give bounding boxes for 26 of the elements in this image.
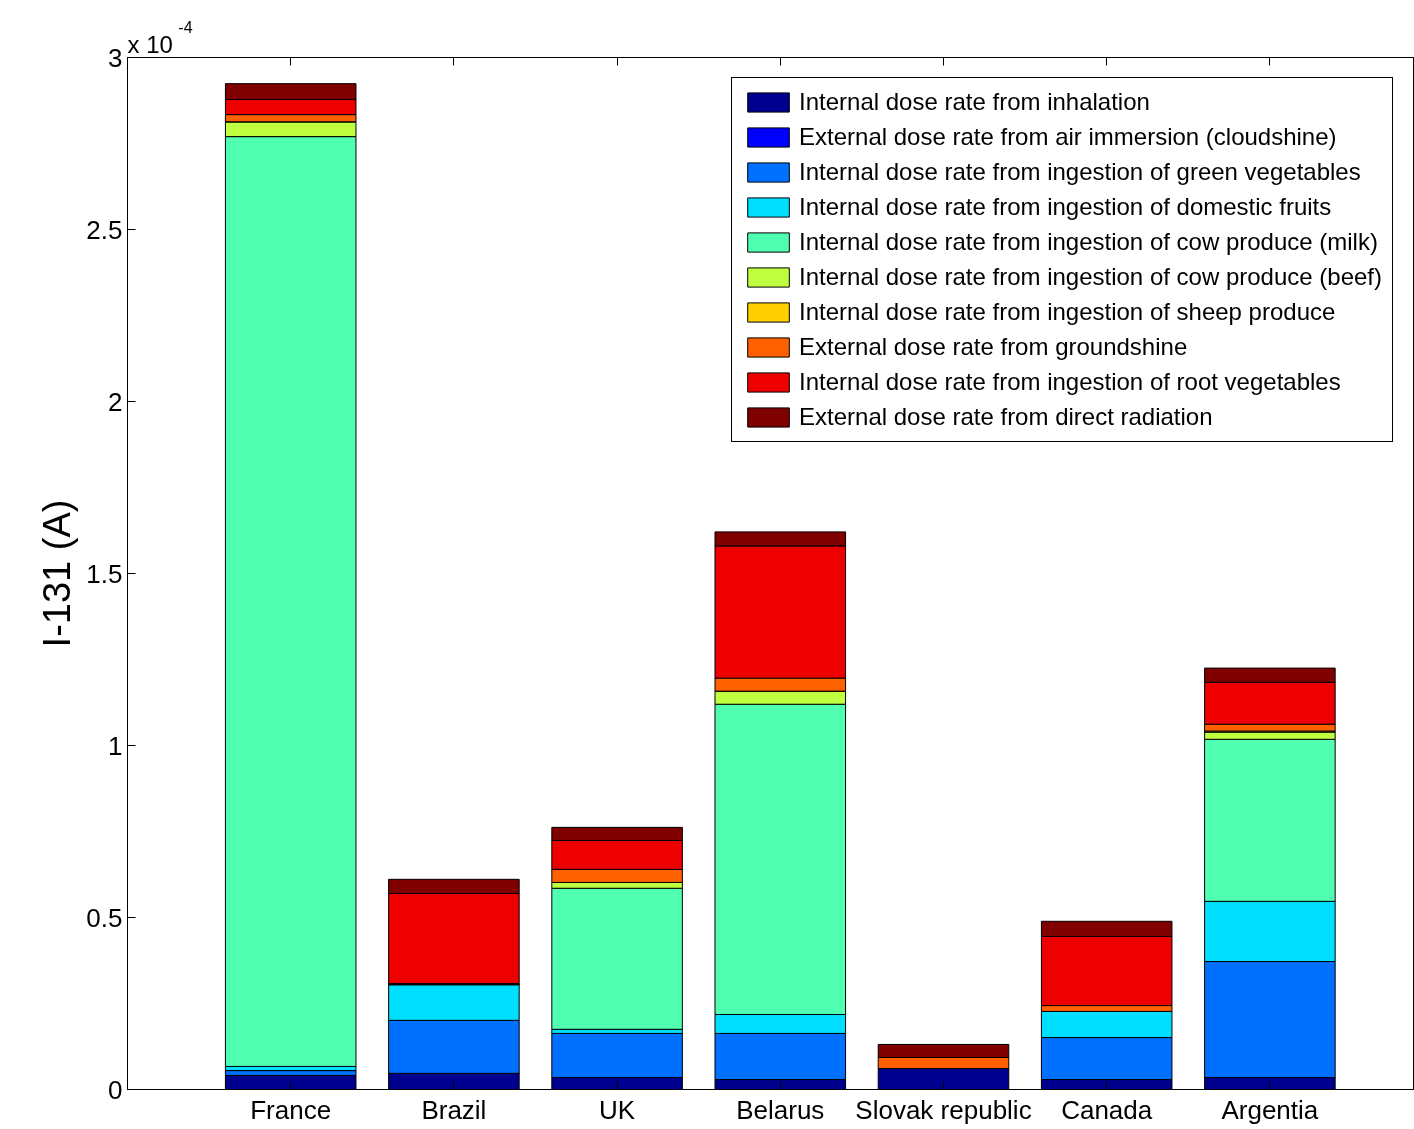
- legend-label: External dose rate from air immersion (cloudshine): [799, 123, 1337, 151]
- legend-label: Internal dose rate from ingestion of green vegetables: [799, 158, 1361, 186]
- y-tick-label: 3: [108, 42, 123, 73]
- x-tick-label: Slovak republic: [855, 1094, 1032, 1125]
- legend-label: Internal dose rate from ingestion of root vegetables: [799, 368, 1341, 396]
- y-tick-label: 0: [108, 1074, 123, 1105]
- y-axis-title: I-131 (A): [36, 499, 79, 648]
- legend-label: Internal dose rate from inhalation: [799, 88, 1150, 116]
- y-tick-label: 2.5: [86, 214, 123, 245]
- y-tick-label: 1: [108, 730, 123, 761]
- legend-label: Internal dose rate from ingestion of domestic fruits: [799, 193, 1332, 221]
- legend-label: External dose rate from direct radiation: [799, 403, 1213, 431]
- x-tick-label: Brazil: [421, 1094, 487, 1125]
- x-tick-label: Belarus: [736, 1094, 825, 1125]
- legend-label: Internal dose rate from ingestion of cow produce (milk): [799, 228, 1378, 256]
- y-tick-label: 0.5: [86, 902, 123, 933]
- x-tick-label: Canada: [1061, 1094, 1153, 1125]
- legend-label: Internal dose rate from ingestion of sheep produce: [799, 298, 1336, 326]
- x-tick-label: UK: [599, 1094, 636, 1125]
- y-tick-label: 2: [108, 386, 123, 417]
- x-tick-label: Argentia: [1221, 1094, 1319, 1125]
- legend-label: Internal dose rate from ingestion of cow produce (beef): [799, 263, 1382, 291]
- annotation: x 10-4: [127, 18, 193, 58]
- legend-label: External dose rate from groundshine: [799, 333, 1188, 361]
- x-tick-label: France: [250, 1094, 332, 1125]
- y-tick-label: 1.5: [86, 558, 123, 589]
